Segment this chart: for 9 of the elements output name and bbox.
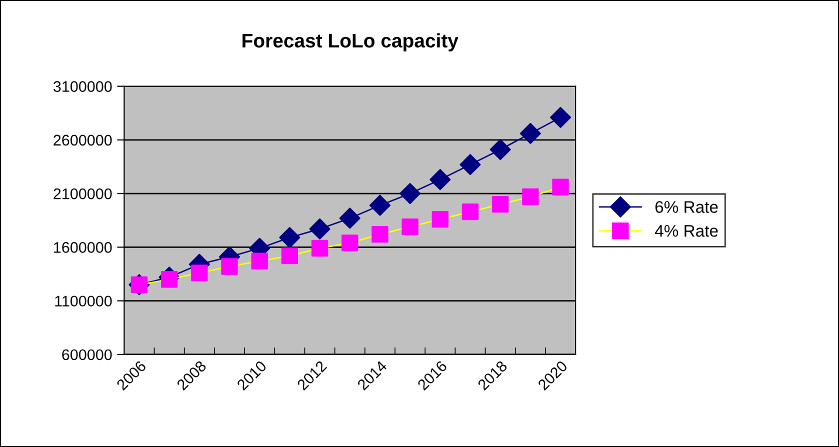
chart-title: Forecast LoLo capacity: [242, 33, 458, 52]
y-tick-label: 600000: [62, 349, 112, 360]
legend-label: 4% Rate: [654, 225, 718, 237]
y-tick-label: 2600000: [54, 134, 112, 146]
y-tick-label: 2100000: [54, 188, 112, 200]
y-tick-label: 1600000: [54, 242, 112, 253]
legend-label: 6% Rate: [655, 201, 718, 213]
y-tick-label: 1100000: [55, 296, 112, 307]
y-tick-label: 3100000: [53, 81, 112, 92]
